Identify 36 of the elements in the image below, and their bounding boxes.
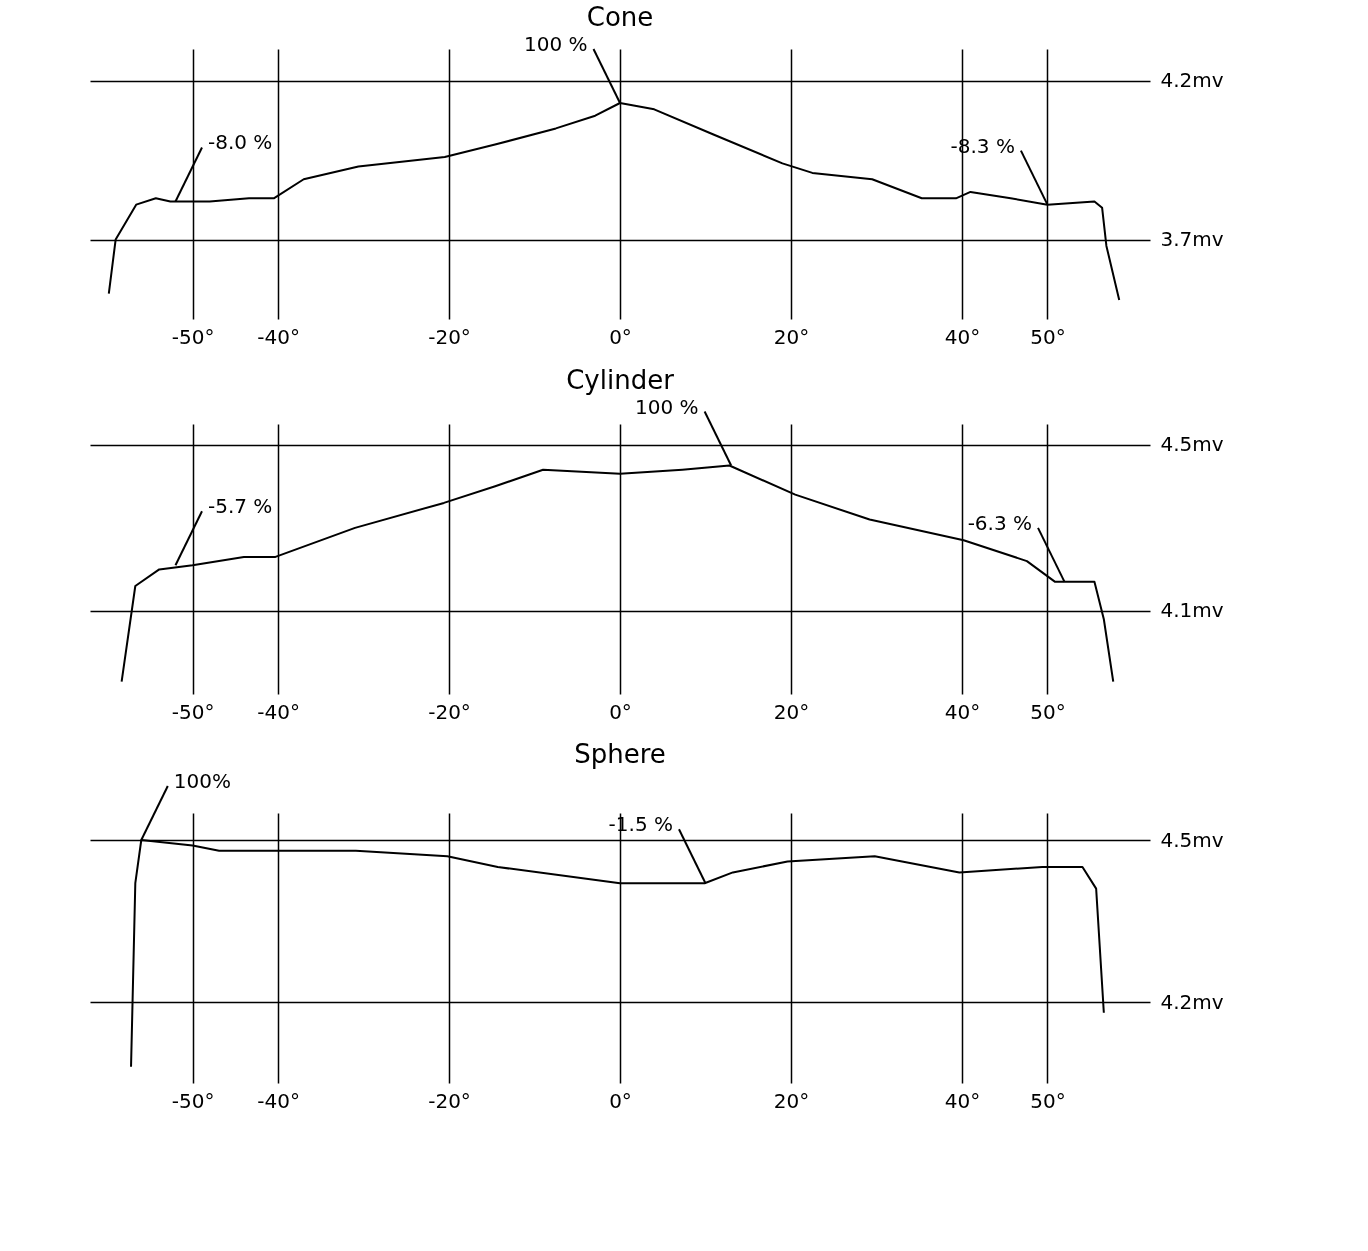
- x-tick-label: -50°: [171, 1088, 215, 1113]
- x-tick-label: 0°: [609, 324, 632, 349]
- x-tick-label: 40°: [944, 699, 981, 724]
- x-tick-label: 40°: [944, 1088, 981, 1113]
- chart-title: Sphere: [574, 739, 666, 769]
- x-tick-label: 20°: [773, 699, 810, 724]
- y-tick-label: 4.5mv: [1160, 827, 1224, 852]
- x-tick-label: -50°: [171, 324, 215, 349]
- y-tick-label: 4.1mv: [1160, 598, 1224, 623]
- annotation: -5.7 %: [207, 494, 273, 519]
- x-tick-label: 20°: [773, 1088, 810, 1113]
- x-tick-label: 50°: [1030, 324, 1066, 349]
- annotation: 100 %: [635, 394, 699, 419]
- x-tick-label: 50°: [1030, 1088, 1066, 1113]
- x-tick-label: -20°: [428, 324, 471, 349]
- x-tick-label: 0°: [609, 699, 632, 724]
- x-tick-label: 20°: [773, 324, 810, 349]
- x-tick-label: -20°: [428, 1088, 471, 1113]
- annotation: 100 %: [523, 32, 588, 56]
- y-tick-label: 4.2mv: [1160, 989, 1224, 1014]
- x-tick-label: 50°: [1030, 699, 1066, 724]
- chart-title: Cylinder: [566, 364, 675, 395]
- annotation: 100%: [173, 769, 231, 793]
- chart-title: Cone: [586, 2, 654, 32]
- x-tick-label: 0°: [609, 1088, 632, 1113]
- y-tick-label: 4.2mv: [1160, 68, 1224, 93]
- annotation: -6.3 %: [967, 510, 1033, 535]
- y-tick-label: 3.7mv: [1160, 227, 1224, 252]
- x-tick-label: 40°: [944, 324, 981, 349]
- x-tick-label: -20°: [428, 699, 471, 724]
- y-tick-label: 4.5mv: [1160, 432, 1224, 457]
- x-tick-label: -40°: [257, 324, 300, 349]
- x-tick-label: -50°: [171, 699, 215, 724]
- annotation: -8.0 %: [207, 130, 273, 155]
- x-tick-label: -40°: [257, 1088, 300, 1113]
- x-tick-label: -40°: [257, 699, 300, 724]
